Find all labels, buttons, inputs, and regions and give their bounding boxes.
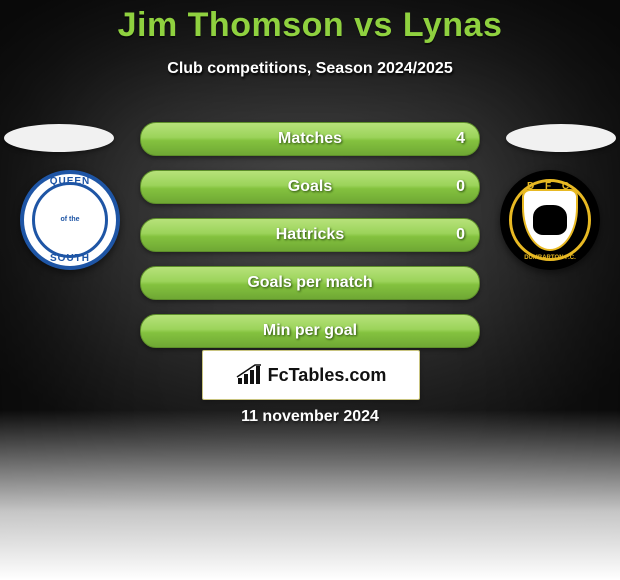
crest-inner-ring: of the: [32, 182, 108, 258]
stat-bar-min-per-goal: Min per goal: [140, 314, 480, 348]
crest-text-inner: of the: [60, 216, 79, 224]
stat-bar-hattricks: Hattricks 0: [140, 218, 480, 252]
crest-text-bottom: SOUTH: [20, 253, 120, 264]
page-title: Jim Thomson vs Lynas Jim Thomson vs Lyna…: [0, 6, 620, 45]
stat-bar-matches: Matches 4: [140, 122, 480, 156]
stat-bars: Matches 4 Goals 0 Hattricks 0 Goals per …: [140, 122, 480, 362]
bottom-fade: [0, 410, 620, 580]
stat-bar-goals: Goals 0: [140, 170, 480, 204]
subtitle: Club competitions, Season 2024/2025: [0, 60, 620, 78]
stat-label: Goals per match: [141, 274, 479, 292]
stat-label: Goals: [141, 178, 479, 196]
comparison-card: Jim Thomson vs Lynas Jim Thomson vs Lyna…: [0, 0, 620, 580]
stat-label: Hattricks: [141, 226, 479, 244]
stat-bar-goals-per-match: Goals per match: [140, 266, 480, 300]
left-team-crest: QUEEN of the SOUTH: [20, 170, 120, 270]
stat-label: Min per goal: [141, 322, 479, 340]
brand-badge[interactable]: FcTables.com: [202, 350, 420, 400]
stat-value-right: 4: [456, 130, 465, 148]
stat-value-right: 0: [456, 178, 465, 196]
elephant-icon: [533, 205, 567, 235]
crest-queen-of-south: QUEEN of the SOUTH: [20, 170, 120, 270]
left-platform: [4, 124, 114, 152]
right-platform: [506, 124, 616, 152]
brand-text: FcTables.com: [268, 365, 387, 386]
title-text: Jim Thomson vs Lynas: [118, 6, 503, 44]
right-team-crest: D F C DUMBARTON F.C.: [500, 170, 600, 270]
stat-value-right: 0: [456, 226, 465, 244]
stat-label: Matches: [141, 130, 479, 148]
bar-chart-icon: [236, 364, 262, 386]
crest-text-bottom: DUMBARTON F.C.: [503, 255, 597, 261]
crest-dumbarton: D F C DUMBARTON F.C.: [500, 170, 600, 270]
